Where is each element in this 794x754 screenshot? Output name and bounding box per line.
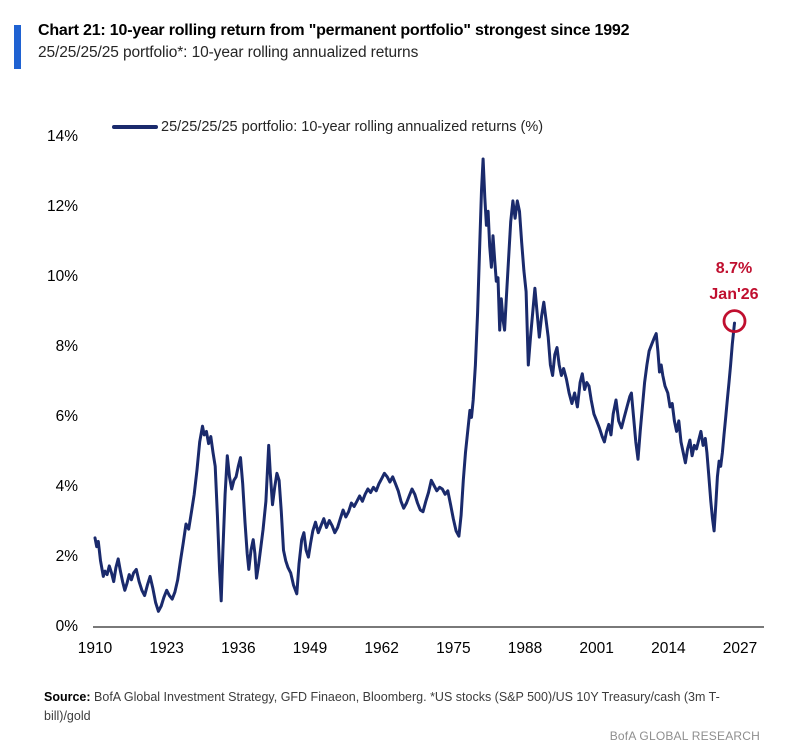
x-tick-label: 1949: [292, 640, 328, 657]
x-tick-label: 1923: [149, 640, 184, 657]
page-title: Chart 21: 10-year rolling return from "p…: [38, 22, 630, 39]
legend: 25/25/25/25 portfolio: 10-year rolling a…: [112, 117, 543, 137]
y-tick-label: 2%: [55, 547, 78, 565]
x-tick-label: 2027: [722, 640, 758, 657]
x-tick-label: 1936: [221, 640, 256, 657]
x-tick-label: 2014: [651, 640, 686, 657]
series-line: [93, 157, 736, 613]
source-line-2: bill)/gold: [44, 709, 91, 724]
y-tick-label: 0%: [55, 617, 78, 635]
x-tick-label: 1910: [77, 640, 113, 657]
x-tick-label: 1988: [507, 640, 543, 657]
latest-point-annotation: 8.7% Jan'26: [691, 256, 777, 308]
legend-label: 25/25/25/25 portfolio: 10-year rolling a…: [161, 119, 544, 135]
annotation-value: 8.7%: [715, 260, 753, 277]
source-label: Source:: [44, 690, 91, 704]
source-note: Source: BofA Global Investment Strategy,…: [44, 688, 760, 727]
page-subtitle: 25/25/25/25 portfolio*: 10-year rolling …: [38, 44, 419, 61]
x-tick-label: 1962: [364, 640, 399, 657]
y-tick-label: 6%: [55, 407, 78, 425]
source-text: BofA Global Investment Strategy, GFD Fin…: [94, 690, 720, 704]
source-line-1: Source: BofA Global Investment Strategy,…: [44, 688, 760, 707]
x-tick-label: 2001: [579, 640, 614, 657]
y-tick-label: 10%: [46, 268, 78, 286]
annotation-date: Jan'26: [709, 286, 759, 303]
branding-text: BofA GLOBAL RESEARCH: [609, 729, 760, 743]
y-tick-label: 4%: [55, 477, 78, 495]
highlight-ring: [722, 309, 747, 334]
y-tick-label: 14%: [46, 128, 78, 146]
y-tick-label: 12%: [46, 198, 78, 216]
title-accent-bar: [14, 25, 21, 69]
x-tick-label: 1975: [436, 640, 471, 657]
legend-line-swatch: [112, 125, 158, 129]
y-tick-label: 8%: [55, 338, 78, 356]
